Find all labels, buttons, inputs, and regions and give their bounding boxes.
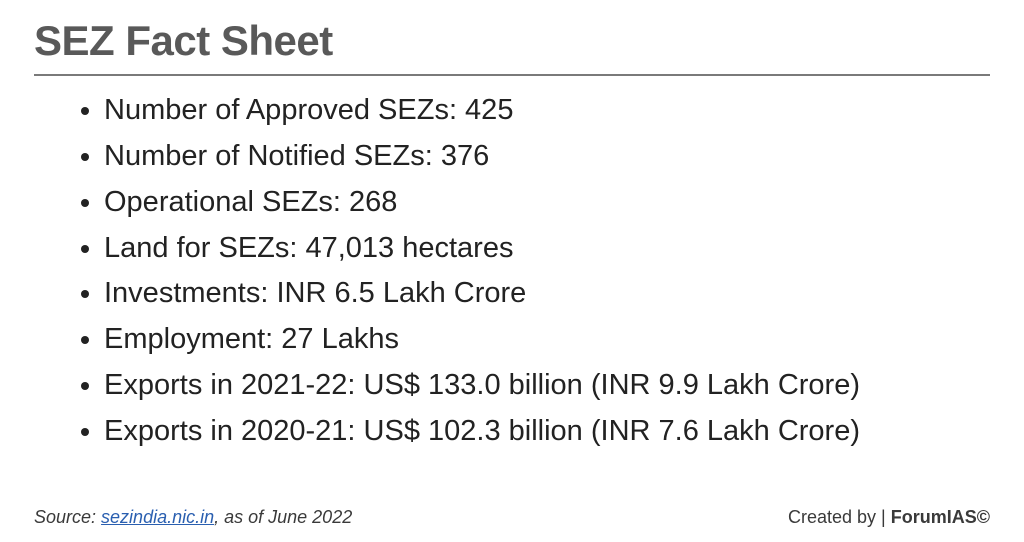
title-divider bbox=[34, 74, 990, 76]
fact-item: Land for SEZs: 47,013 hectares bbox=[104, 226, 990, 272]
fact-item: Investments: INR 6.5 Lakh Crore bbox=[104, 271, 990, 317]
fact-item: Exports in 2021-22: US$ 133.0 billion (I… bbox=[104, 363, 990, 409]
created-by-label: Created by | bbox=[788, 507, 891, 527]
fact-item: Number of Approved SEZs: 425 bbox=[104, 88, 990, 134]
source-asof: , as of June 2022 bbox=[214, 507, 352, 527]
footer-credit: Created by | ForumIAS© bbox=[788, 507, 990, 528]
footer-source: Source: sezindia.nic.in, as of June 2022 bbox=[34, 507, 352, 528]
fact-item: Exports in 2020-21: US$ 102.3 billion (I… bbox=[104, 409, 990, 455]
fact-item: Operational SEZs: 268 bbox=[104, 180, 990, 226]
source-label: Source: bbox=[34, 507, 101, 527]
source-link[interactable]: sezindia.nic.in bbox=[101, 507, 214, 527]
fact-item: Number of Notified SEZs: 376 bbox=[104, 134, 990, 180]
fact-item: Employment: 27 Lakhs bbox=[104, 317, 990, 363]
page-title: SEZ Fact Sheet bbox=[34, 18, 990, 74]
footer: Source: sezindia.nic.in, as of June 2022… bbox=[34, 507, 990, 528]
created-by-brand: ForumIAS© bbox=[891, 507, 990, 527]
fact-list: Number of Approved SEZs: 425 Number of N… bbox=[34, 88, 990, 501]
